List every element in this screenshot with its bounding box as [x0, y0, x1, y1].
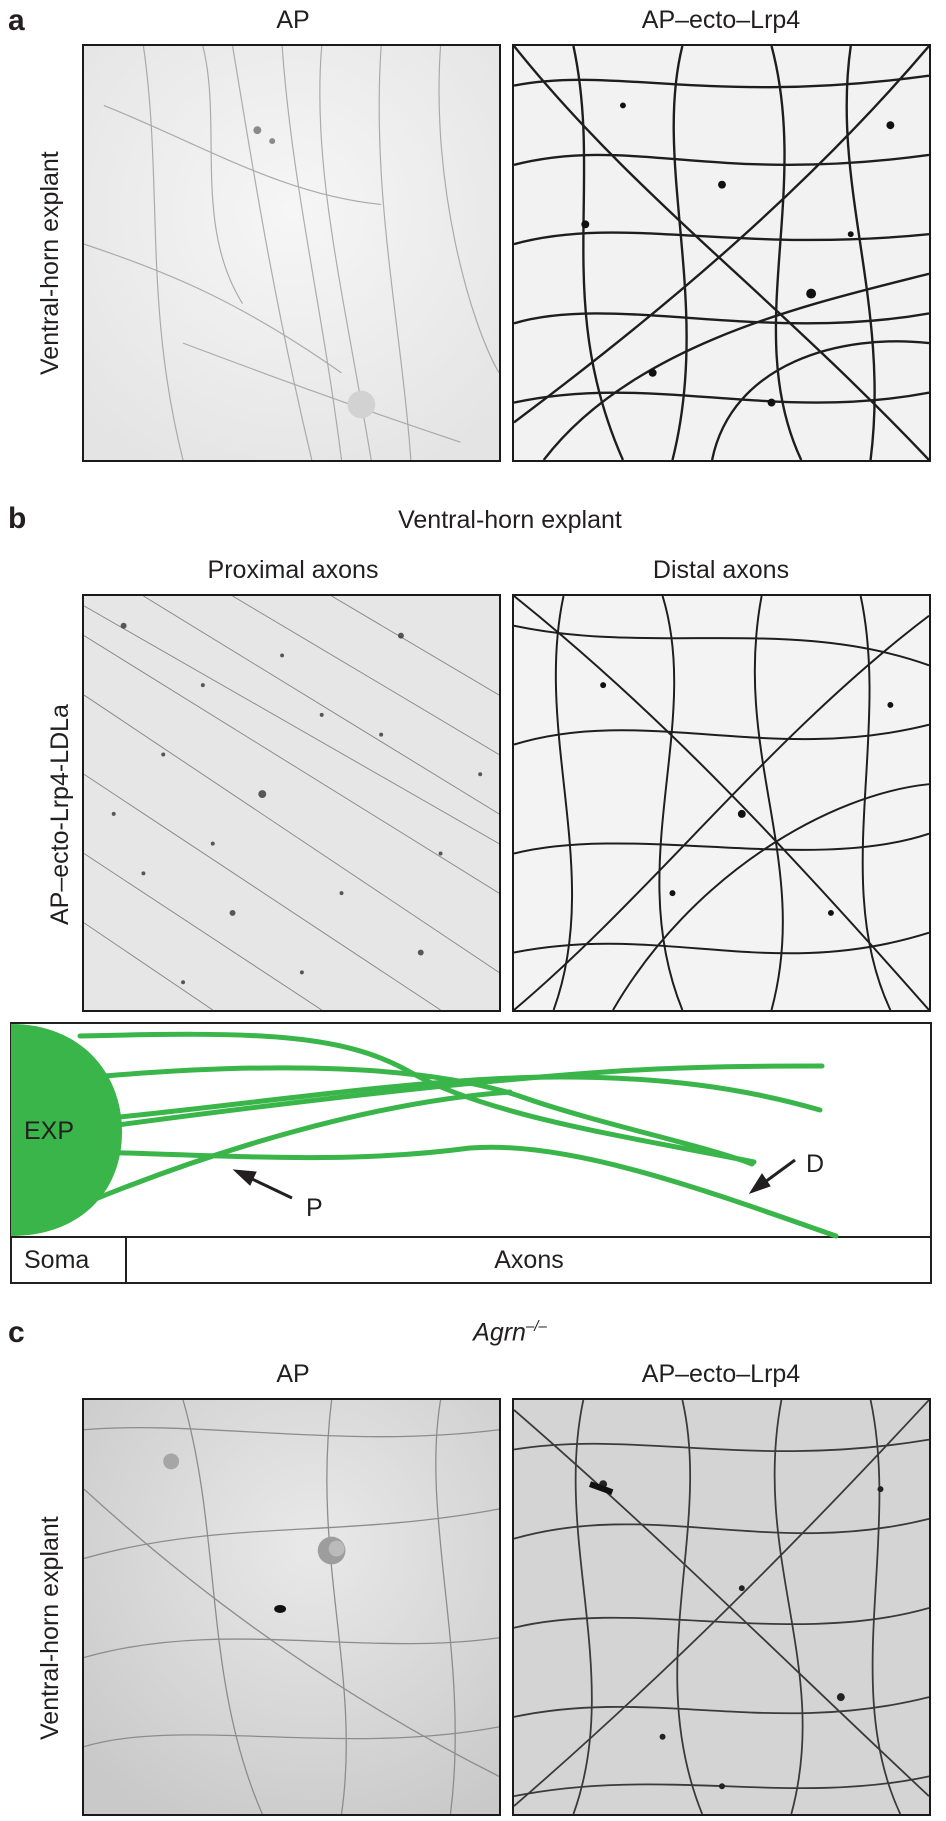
proximal-arrow: [232, 1169, 293, 1200]
axon-line: [107, 1063, 825, 1129]
panel-b-title: Ventral-horn explant: [398, 506, 622, 534]
panel-a-row-label: Ventral-horn explant: [36, 151, 64, 375]
panel-c-col-left-title: AP: [276, 1360, 310, 1388]
genotype-superscript: –/–: [525, 1318, 547, 1335]
genotype-name: Agrn: [473, 1318, 526, 1347]
distal-label: D: [806, 1150, 825, 1178]
explant-schematic: EXP P D Soma Axons: [10, 1022, 932, 1284]
panel-c-row-label: Ventral-horn explant: [36, 1516, 64, 1740]
panel-a-letter: a: [8, 4, 25, 37]
micrograph-b-proximal: [82, 594, 501, 1012]
panel-c-col-right-title: AP–ecto–Lrp4: [641, 1360, 801, 1388]
panel-c-letter: c: [8, 1316, 25, 1349]
panel-b-row-label: AP–ecto-Lrp4-LDLa: [46, 704, 74, 925]
micrograph-c-ap: [82, 1398, 501, 1816]
axon-line: [89, 1144, 839, 1239]
explant-soma-shape: [11, 1024, 122, 1236]
micrograph-b-distal: [512, 594, 931, 1012]
micrograph-c-ecto-lrp4: [512, 1398, 931, 1816]
proximal-label: P: [306, 1194, 323, 1222]
axon-line: [85, 1089, 513, 1205]
axons-label: Axons: [494, 1246, 564, 1274]
panel-b-letter: b: [8, 502, 27, 535]
micrograph-a-ap: [82, 44, 501, 462]
panel-c-genotype: Agrn–/–: [300, 1318, 720, 1347]
distal-arrow: [748, 1158, 796, 1194]
panel-b-col-right-title: Distal axons: [652, 556, 790, 584]
panel-a-col-right-title: AP–ecto–Lrp4: [641, 6, 801, 34]
micrograph-a-ecto-lrp4: [512, 44, 931, 462]
exp-label: EXP: [24, 1117, 75, 1145]
panel-a-col-left-title: AP: [276, 6, 310, 34]
panel-b-col-left-title: Proximal axons: [207, 556, 379, 584]
soma-label: Soma: [24, 1246, 90, 1274]
